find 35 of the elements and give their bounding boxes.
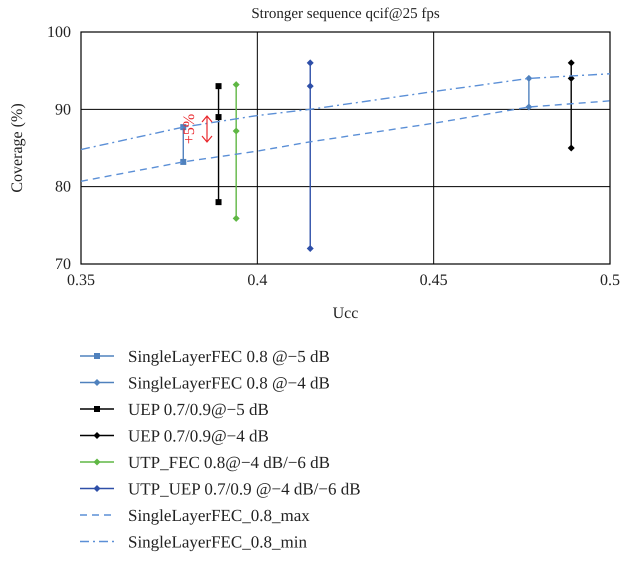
y-tick-label: 70 bbox=[55, 256, 71, 273]
legend-label: UEP 0.7/0.9@−5 dB bbox=[128, 400, 269, 419]
legend-label: SingleLayerFEC_0.8_max bbox=[128, 506, 310, 525]
point bbox=[232, 214, 240, 222]
x-tick-label: 0.5 bbox=[600, 272, 620, 289]
y-tick-label: 100 bbox=[47, 24, 71, 41]
legend-label: SingleLayerFEC 0.8 @−4 dB bbox=[128, 374, 330, 392]
legend-label: UTP_FEC 0.8@−4 dB/−6 dB bbox=[128, 453, 330, 472]
legend-label: SingleLayerFEC 0.8 @−5 dB bbox=[128, 347, 330, 366]
legend-label: SingleLayerFEC_0.8_min bbox=[128, 532, 308, 552]
point bbox=[232, 127, 240, 134]
line-series bbox=[80, 100, 611, 182]
y-tick-label: 80 bbox=[55, 178, 71, 196]
legend-label: UTP_UEP 0.7/0.9 @−4 dB/−6 dB bbox=[128, 480, 361, 498]
point bbox=[306, 59, 314, 66]
point bbox=[568, 144, 575, 152]
point bbox=[232, 81, 240, 88]
point bbox=[306, 245, 314, 252]
x-tick-label: 0.4 bbox=[247, 272, 268, 289]
y-tick-label: 90 bbox=[55, 101, 71, 118]
x-tick-label: 0.35 bbox=[67, 272, 95, 289]
point bbox=[525, 104, 532, 111]
point bbox=[216, 199, 222, 206]
legend-label: UEP 0.7/0.9@−4 dB bbox=[128, 426, 269, 446]
point bbox=[216, 114, 222, 120]
line-series bbox=[80, 73, 611, 150]
y-axis-title: Coverage (%) bbox=[9, 103, 26, 193]
chart-title: Stronger sequence qcif@25 fps bbox=[251, 6, 440, 22]
point bbox=[180, 158, 186, 165]
annotation: +5% bbox=[181, 114, 198, 144]
point bbox=[306, 82, 314, 90]
x-axis-title: Ucc bbox=[332, 305, 358, 322]
point bbox=[568, 59, 575, 66]
x-tick-label: 0.45 bbox=[420, 272, 448, 289]
point bbox=[216, 83, 222, 90]
